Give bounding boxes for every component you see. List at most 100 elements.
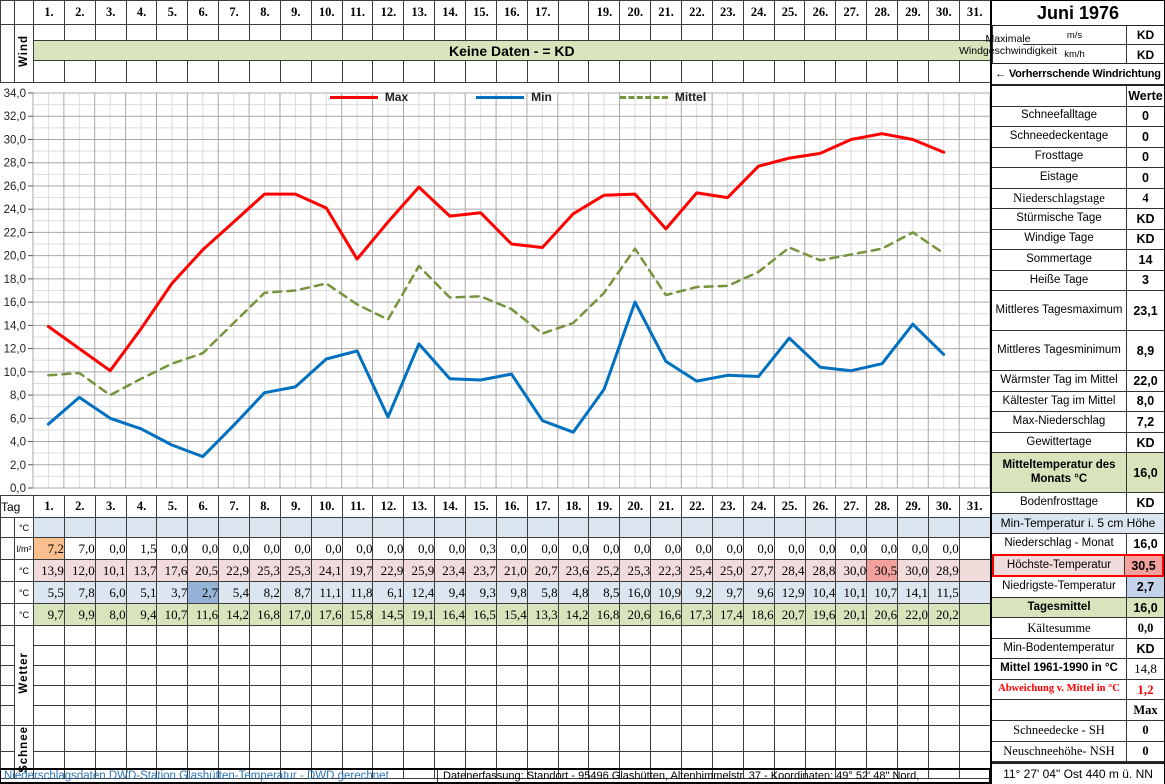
day-header-cell[interactable]: 6.: [187, 0, 220, 25]
day-header-cell[interactable]: 16.: [495, 0, 528, 25]
precip-cell[interactable]: 0,0: [526, 537, 559, 560]
day-header-cell[interactable]: 26.: [804, 495, 837, 518]
precip-cell[interactable]: 0,0: [187, 537, 220, 560]
sidebar-row-value[interactable]: 2,7: [1126, 577, 1164, 597]
max-temp-cell[interactable]: 20,7: [526, 559, 559, 582]
sidebar-row-value[interactable]: 14,8: [1126, 659, 1164, 679]
sidebar-row-value[interactable]: 7,2: [1126, 412, 1164, 432]
max-temp-cell[interactable]: 22,9: [372, 559, 405, 582]
precip-cell[interactable]: 0,0: [156, 537, 189, 560]
day-header-cell[interactable]: 29.: [897, 495, 929, 518]
min-temp-cell[interactable]: 10,7: [866, 581, 899, 604]
day-header-cell[interactable]: 13.: [403, 0, 436, 25]
max-temp-cell[interactable]: 23,6: [557, 559, 590, 582]
day-header-cell[interactable]: 22.: [681, 0, 713, 25]
max-temp-cell[interactable]: 25,3: [279, 559, 312, 582]
sidebar-row-value[interactable]: 16,0: [1126, 534, 1164, 554]
precip-cell[interactable]: 0,0: [619, 537, 652, 560]
day-header-cell[interactable]: 27.: [835, 0, 868, 25]
day-header-cell[interactable]: 5.: [156, 495, 189, 518]
day-header-cell[interactable]: 30.: [927, 495, 960, 518]
mean-temp-cell[interactable]: 11,6: [187, 603, 220, 626]
precip-cell[interactable]: 0,0: [218, 537, 251, 560]
precip-cell[interactable]: 0,0: [372, 537, 405, 560]
precip-cell[interactable]: 0,0: [773, 537, 806, 560]
day-header-cell[interactable]: 21.: [650, 0, 683, 25]
day-header-cell[interactable]: 28.: [866, 0, 899, 25]
min-temp-cell[interactable]: 11,5: [927, 581, 960, 604]
mean-temp-cell[interactable]: 9,7: [33, 603, 65, 626]
day-header-cell[interactable]: 15.: [465, 495, 497, 518]
mean-temp-cell[interactable]: 20,1: [835, 603, 868, 626]
day-header-cell[interactable]: 17.: [526, 495, 559, 518]
mean-temp-cell[interactable]: 16,6: [650, 603, 683, 626]
min-temp-cell[interactable]: 11,1: [310, 581, 343, 604]
day-header-cell[interactable]: 21.: [650, 495, 683, 518]
min-temp-cell[interactable]: 9,4: [434, 581, 467, 604]
mean-temp-cell[interactable]: 20,7: [773, 603, 806, 626]
precip-cell[interactable]: 0,0: [681, 537, 713, 560]
day-header-cell[interactable]: 11.: [341, 0, 374, 25]
min-temp-cell[interactable]: 14,1: [897, 581, 929, 604]
day-header-cell[interactable]: 5.: [156, 0, 189, 25]
max-temp-cell[interactable]: 23,7: [465, 559, 497, 582]
max-temp-cell[interactable]: 28,9: [927, 559, 960, 582]
mean-temp-cell[interactable]: 10,7: [156, 603, 189, 626]
day-header-cell[interactable]: 28.: [866, 495, 899, 518]
mean-temp-cell[interactable]: 17,0: [279, 603, 312, 626]
sidebar-row-value[interactable]: KD: [1126, 209, 1164, 229]
mean-temp-cell[interactable]: 8,0: [94, 603, 127, 626]
max-temp-cell[interactable]: 20,5: [187, 559, 220, 582]
precip-cell[interactable]: 1,5: [125, 537, 158, 560]
day-header-cell[interactable]: 7.: [218, 495, 251, 518]
max-wind-speed-value-ms[interactable]: KD: [1126, 26, 1164, 45]
precip-cell[interactable]: 0,0: [650, 537, 683, 560]
precip-cell[interactable]: 0,0: [742, 537, 775, 560]
min-temp-cell[interactable]: 5,1: [125, 581, 158, 604]
max-temp-cell[interactable]: 25,3: [619, 559, 652, 582]
sidebar-row-value[interactable]: KD: [1126, 493, 1164, 513]
mean-temp-cell[interactable]: 17,4: [711, 603, 744, 626]
mean-temp-cell[interactable]: 16,8: [588, 603, 621, 626]
day-header-cell[interactable]: 4.: [125, 495, 158, 518]
mean-temp-cell[interactable]: 22,0: [897, 603, 929, 626]
precip-cell[interactable]: 7,2: [33, 537, 65, 560]
mean-temp-cell[interactable]: 14,5: [372, 603, 405, 626]
min-temp-cell[interactable]: 8,2: [249, 581, 281, 604]
mean-temp-cell[interactable]: 18,6: [742, 603, 775, 626]
day-header-cell[interactable]: 20.: [619, 0, 652, 25]
day-header-cell[interactable]: 23.: [711, 0, 744, 25]
mean-temp-cell[interactable]: 9,4: [125, 603, 158, 626]
max-temp-cell[interactable]: 13,7: [125, 559, 158, 582]
max-temp-cell[interactable]: 12,0: [63, 559, 96, 582]
day-header-cell[interactable]: 4.: [125, 0, 158, 25]
sidebar-row-value[interactable]: 3: [1126, 270, 1164, 291]
day-header-cell[interactable]: 31.: [958, 0, 991, 25]
min-temp-cell[interactable]: 4,8: [557, 581, 590, 604]
sidebar-row-value[interactable]: 0: [1126, 147, 1164, 168]
max-temp-cell[interactable]: 28,4: [773, 559, 806, 582]
max-temp-cell[interactable]: 23,4: [434, 559, 467, 582]
precip-cell[interactable]: 0,0: [897, 537, 929, 560]
sidebar-row-value[interactable]: 8,0: [1126, 391, 1164, 412]
min-temp-cell[interactable]: 5,5: [33, 581, 65, 604]
precip-cell[interactable]: 0,3: [465, 537, 497, 560]
max-temp-cell[interactable]: 25,2: [588, 559, 621, 582]
day-header-cell[interactable]: 10.: [310, 0, 343, 25]
day-header-cell[interactable]: 29.: [897, 0, 929, 25]
max-temp-cell[interactable]: 24,1: [310, 559, 343, 582]
day-header-cell[interactable]: 19.: [588, 0, 621, 25]
min-temp-cell[interactable]: 9,6: [742, 581, 775, 604]
min-temp-cell[interactable]: 8,7: [279, 581, 312, 604]
day-header-cell[interactable]: 16.: [495, 495, 528, 518]
day-header-cell[interactable]: 1.: [33, 495, 65, 518]
day-header-cell[interactable]: 15.: [465, 0, 497, 25]
max-temp-cell[interactable]: 25,3: [249, 559, 281, 582]
day-header-cell[interactable]: 2.: [63, 495, 96, 518]
precip-cell[interactable]: 0,0: [588, 537, 621, 560]
sidebar-row-value[interactable]: KD: [1126, 229, 1164, 250]
day-header-cell[interactable]: 25.: [773, 495, 806, 518]
day-header-cell[interactable]: 3.: [94, 495, 127, 518]
min-temp-cell[interactable]: 9,2: [681, 581, 713, 604]
day-header-cell[interactable]: 19.: [588, 495, 621, 518]
